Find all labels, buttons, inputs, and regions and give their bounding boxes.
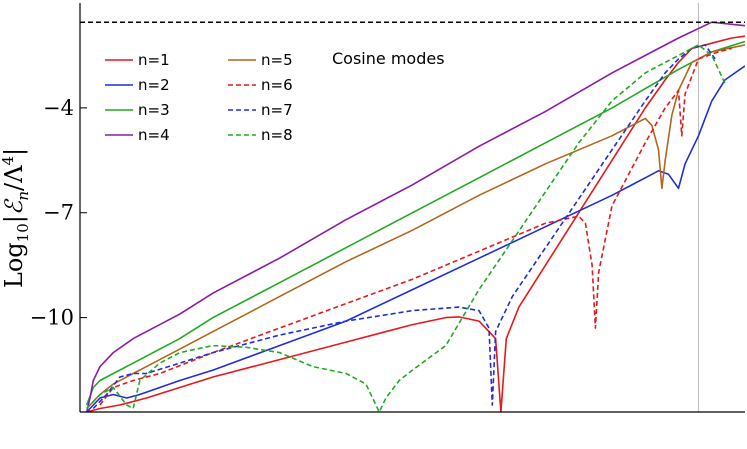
y-axis-label: Log10|ℰn/Λ4| [0,148,32,288]
legend-label: n=2 [138,76,170,94]
series-line-n8 [86,44,726,412]
series-line-n7 [92,44,716,410]
series-line-n2 [86,65,745,412]
legend-label: n=4 [138,126,170,144]
plot-area: −4 −7 −10 n=1 n=2 n=3 n=4 n=5 n=6 n=7 n=8 [30,3,745,413]
series-line-n4 [85,21,745,412]
annotation-cosine-modes: Cosine modes [332,49,445,68]
series-line-n1 [86,35,745,412]
legend-label: n=7 [261,101,293,119]
series-group [85,21,745,412]
legend-label: n=1 [138,51,170,69]
legend-label: n=8 [261,126,293,144]
ylabel-superscript: 4 [0,156,17,166]
legend: n=1 n=2 n=3 n=4 n=5 n=6 n=7 n=8 [105,51,293,144]
legend-label: n=5 [261,51,293,69]
series-line-n5 [86,44,745,410]
y-tick-label: −7 [43,201,74,225]
series-line-n6 [99,47,732,406]
ylabel-subscript: 10 [14,223,32,242]
series-line-n3 [85,40,745,406]
y-tick-label: −10 [30,306,74,330]
ylabel-close: | [0,148,29,156]
ylabel-tail: /Λ [0,165,28,191]
legend-label: n=3 [138,101,170,119]
ylabel-prefix: Log [0,242,28,288]
y-tick-label: −4 [43,96,74,120]
ylabel-body-subscript: n [14,191,32,201]
legend-label: n=6 [261,76,293,94]
ylabel-body: |ℰ [0,198,29,223]
